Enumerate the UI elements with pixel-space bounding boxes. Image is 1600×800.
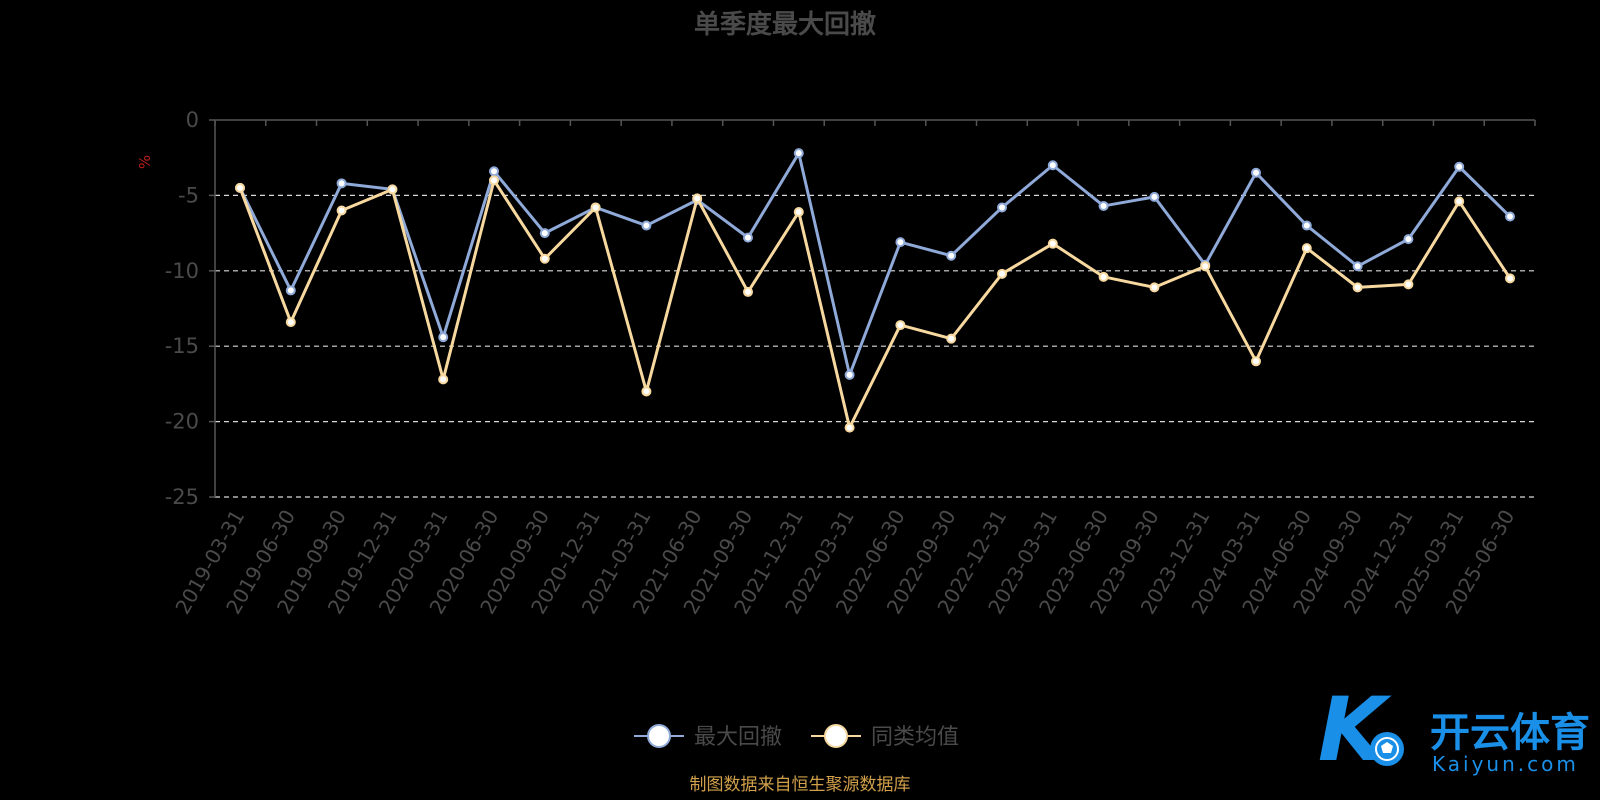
data-point[interactable] [1301,243,1312,254]
data-point[interactable] [387,184,398,195]
data-point[interactable] [793,148,804,159]
x-tick-labels: 2019-03-312019-06-302019-09-302019-12-31… [170,505,1519,618]
y-tick-label: 0 [186,108,199,132]
brand-cn: 开云体育 [1430,710,1590,756]
data-point[interactable] [1301,220,1312,231]
y-axis-label: % [136,155,154,169]
data-point[interactable] [1098,271,1109,282]
data-point[interactable] [1149,191,1160,202]
data-point[interactable] [743,232,753,243]
data-point[interactable] [641,386,652,397]
grid-lines [215,194,1535,498]
y-tick-labels: 0 -5 -10 -15 -20 -25 [165,108,199,509]
source-note: 制图数据来自恒生聚源数据库 [690,775,911,795]
data-point[interactable] [1454,161,1465,172]
legend-item-peer-average[interactable]: 同类均值 [811,724,959,750]
legend-label-max-drawdown: 最大回撤 [694,725,782,750]
y-tick-label: -10 [165,259,199,283]
series-max-drawdown [235,148,1515,380]
data-point[interactable] [1251,167,1261,178]
series-peer-average [235,175,1515,433]
y-tick-label: -15 [165,334,199,358]
data-point[interactable] [539,253,550,264]
data-point[interactable] [235,182,245,193]
data-point[interactable] [895,320,906,331]
data-point[interactable] [844,369,855,380]
data-point[interactable] [1047,238,1058,249]
data-point[interactable] [590,202,601,213]
data-point[interactable] [743,286,753,297]
data-point[interactable] [1403,279,1414,290]
series-lines [235,148,1515,433]
data-point[interactable] [1200,261,1211,272]
legend-marker-peer-average [824,724,848,748]
legend-label-peer-average: 同类均值 [871,725,959,750]
data-point[interactable] [1352,282,1363,293]
data-point[interactable] [489,175,499,186]
data-point[interactable] [285,317,296,328]
data-point[interactable] [1149,282,1160,293]
data-point[interactable] [438,332,449,343]
data-point[interactable] [692,193,703,204]
data-point[interactable] [997,268,1007,279]
data-point[interactable] [1098,200,1109,211]
y-tick-label: -5 [178,183,199,207]
data-point[interactable] [946,250,957,261]
data-point[interactable] [1505,273,1515,284]
data-point[interactable] [1047,160,1058,171]
y-tick-label: -20 [165,410,199,434]
data-point[interactable] [1454,196,1465,207]
watermark-logo: K 开云体育 Kaiyun.com [1318,678,1590,781]
legend-item-max-drawdown[interactable]: 最大回撤 [634,724,782,750]
axes [209,119,1536,498]
data-point[interactable] [1352,261,1363,272]
data-point[interactable] [336,178,347,189]
data-point[interactable] [895,237,906,248]
data-point[interactable] [793,206,804,217]
data-point[interactable] [438,374,449,385]
data-point[interactable] [844,422,855,433]
data-point[interactable] [336,205,347,216]
series-line [238,178,1512,430]
data-point[interactable] [946,333,957,344]
legend-marker-max-drawdown [647,724,671,748]
data-point[interactable] [997,202,1007,213]
brand-en: Kaiyun.com [1432,752,1579,776]
data-point[interactable] [1403,234,1414,245]
data-point[interactable] [641,220,652,231]
series-line [238,151,1512,377]
data-point[interactable] [1251,356,1261,367]
data-point[interactable] [489,166,499,177]
data-point[interactable] [1505,211,1515,222]
y-tick-label: -25 [165,485,199,509]
logo-letter: K [1318,678,1392,781]
data-point[interactable] [285,285,296,296]
chart-title: 单季度最大回撤 [694,9,876,40]
data-point[interactable] [539,228,550,239]
legend: 最大回撤 同类均值 [634,724,959,750]
